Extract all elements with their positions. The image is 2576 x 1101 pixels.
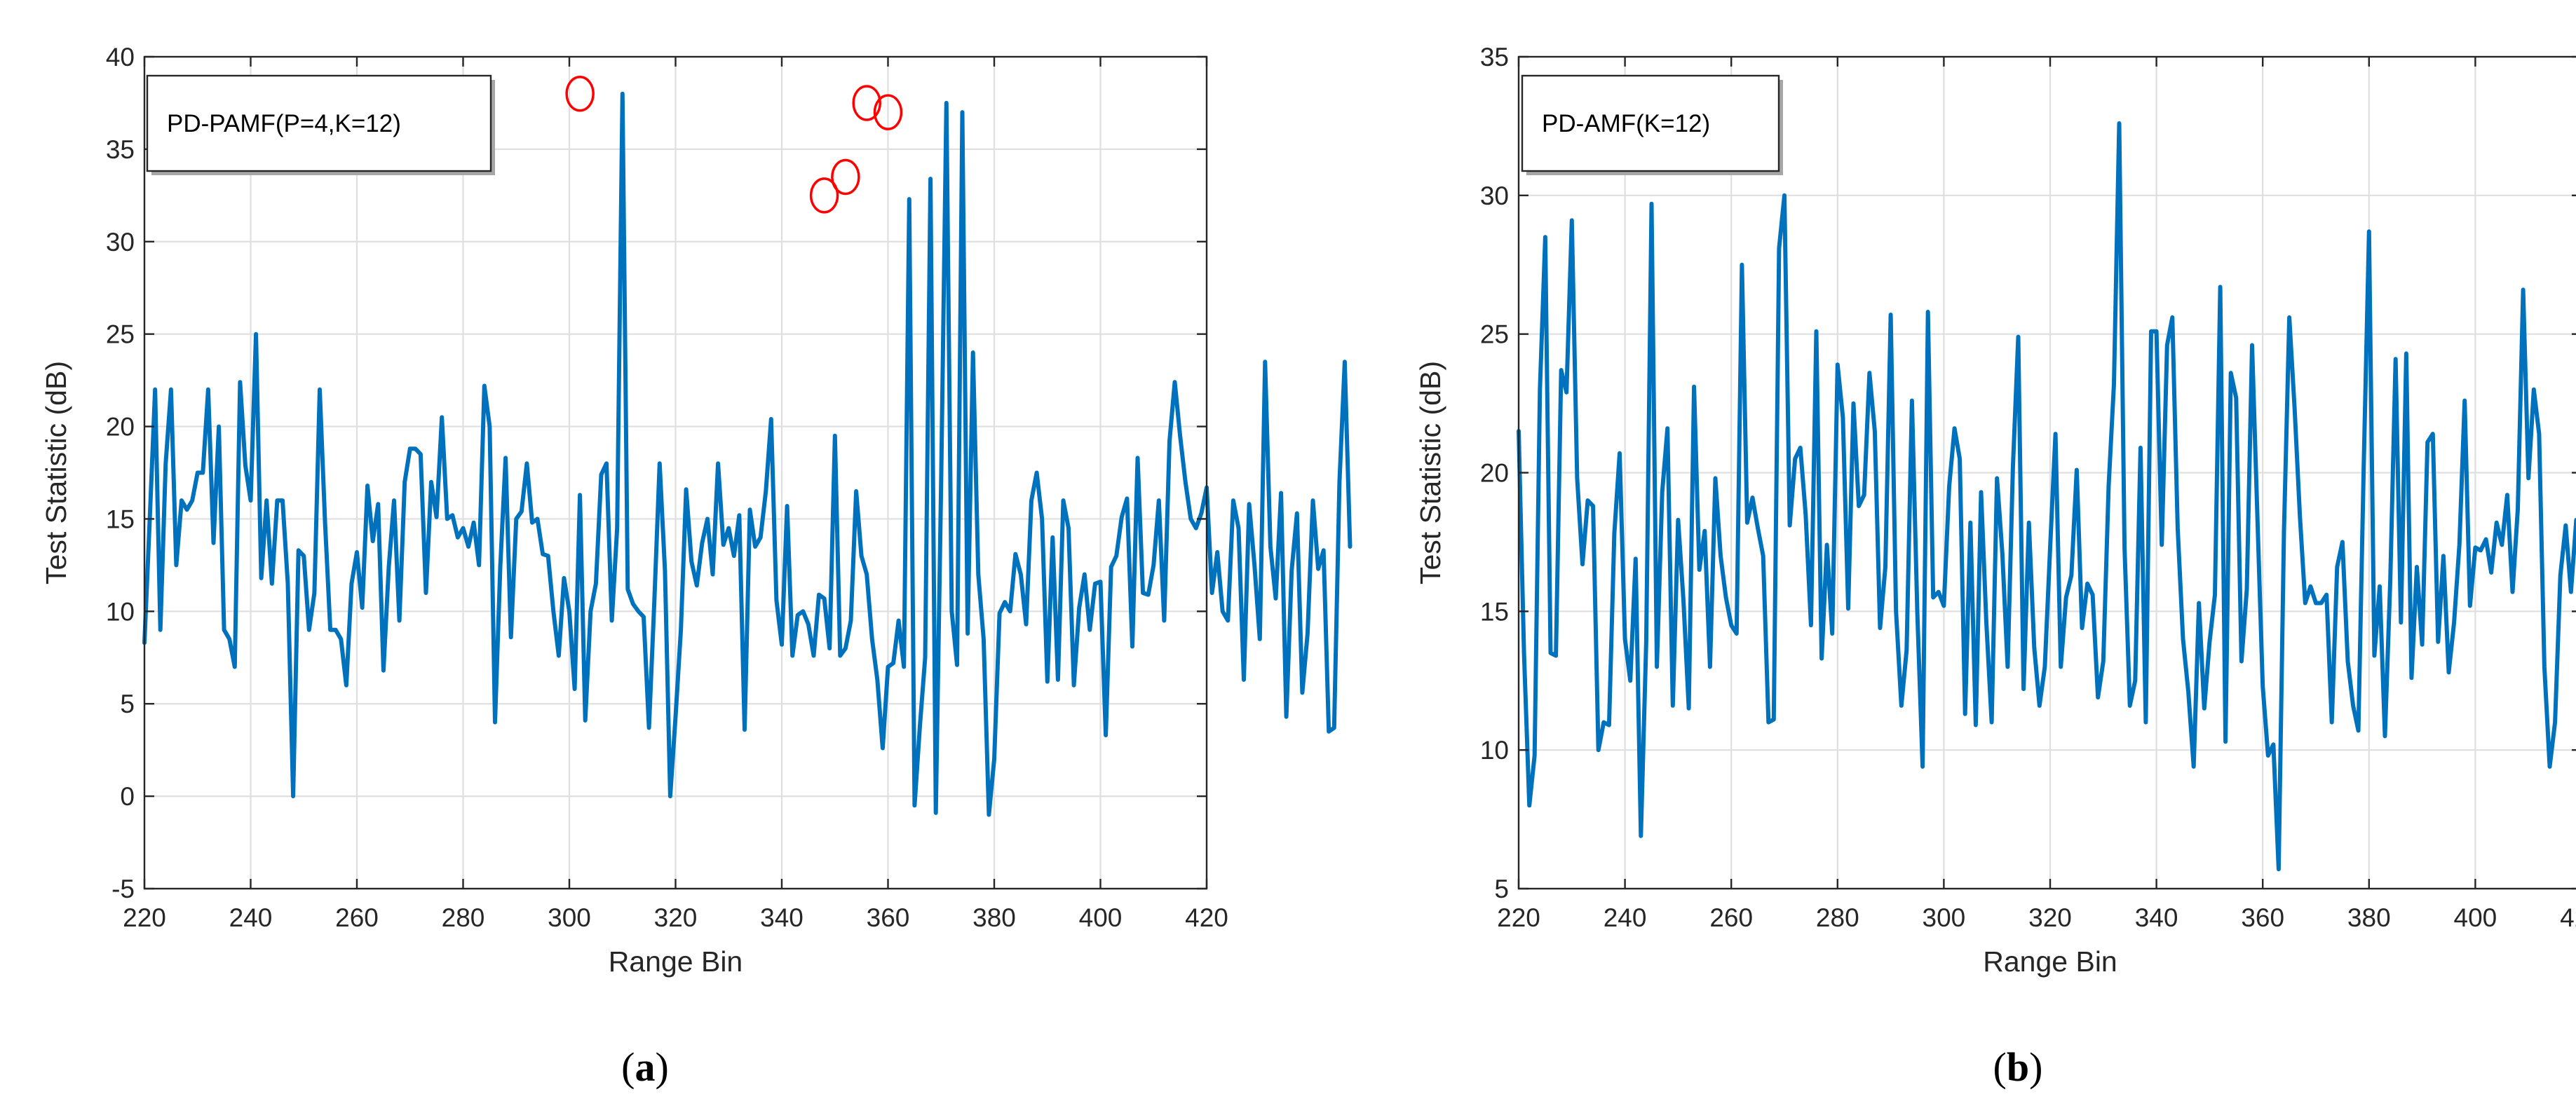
series-group-a: [142, 91, 1353, 817]
series-line-a-0: [142, 91, 1353, 817]
x-tick-label-a-320: 320: [654, 903, 698, 932]
y-tick-label-a-15: 15: [106, 505, 135, 533]
series-group-b: [1517, 121, 2576, 872]
ticks-a: [143, 55, 1208, 890]
x-axis-label-b: Range Bin: [1983, 945, 2117, 978]
x-tick-label-a-300: 300: [548, 903, 591, 932]
y-tick-label-b-5: 5: [1494, 875, 1509, 903]
peak-highlight-a-4: [873, 94, 903, 130]
tick-labels-b: 220 240 260 280 300 320 340 360 380 400 420 5 10 15 20…: [1480, 43, 2576, 932]
x-tick-label-a-340: 340: [760, 903, 804, 932]
y-tick-label-a--5: -5: [111, 875, 135, 903]
x-tick-label-b-360: 360: [2241, 903, 2284, 932]
y-axis-label-b: Test Statistic (dB): [1414, 361, 1446, 584]
y-tick-label-a-5: 5: [120, 690, 135, 718]
x-tick-label-a-220: 220: [123, 903, 166, 932]
x-tick-label-b-260: 260: [1709, 903, 1753, 932]
y-tick-label-b-30: 30: [1480, 182, 1509, 210]
legend-box-a: [146, 74, 492, 172]
tick-labels-a: 220 240 260 280 300 320 340 360 380 400 420 -5 0 5 10 1…: [106, 43, 1228, 932]
x-tick-label-b-300: 300: [1923, 903, 1966, 932]
highlight-group-a: [565, 76, 903, 214]
x-tick-label-b-220: 220: [1497, 903, 1540, 932]
caption-b: (b): [1993, 1044, 2043, 1090]
chart-panel-a: 220 240 260 280 300 320 340 360 380 400 420 -5 0 5 10 1…: [40, 43, 1353, 1090]
y-axis-label-a: Test Statistic (dB): [40, 361, 72, 584]
legend-box-b: [1521, 74, 1780, 172]
y-tick-label-a-10: 10: [106, 597, 135, 626]
x-tick-label-a-420: 420: [1185, 903, 1228, 932]
caption-letter-b: b: [2007, 1044, 2029, 1090]
x-tick-label-b-400: 400: [2454, 903, 2497, 932]
y-tick-label-a-40: 40: [106, 43, 135, 71]
x-tick-label-b-380: 380: [2347, 903, 2391, 932]
x-tick-label-a-260: 260: [335, 903, 379, 932]
y-tick-label-a-0: 0: [120, 782, 135, 811]
x-tick-label-a-380: 380: [972, 903, 1016, 932]
peak-highlight-a-1: [809, 177, 839, 214]
peak-highlight-a-2: [831, 158, 860, 196]
legend-label-b: PD-AMF(K=12): [1542, 110, 1710, 137]
y-tick-label-b-20: 20: [1480, 459, 1509, 488]
caption-letter-a: a: [635, 1044, 656, 1090]
legend-a: PD-PAMF(P=4,K=12): [146, 74, 495, 175]
y-tick-label-a-20: 20: [106, 413, 135, 442]
peak-highlight-a-0: [565, 76, 595, 112]
x-tick-label-b-280: 280: [1816, 903, 1859, 932]
y-tick-label-a-35: 35: [106, 135, 135, 164]
y-tick-label-a-25: 25: [106, 320, 135, 349]
x-tick-label-a-360: 360: [867, 903, 910, 932]
series-line-b-0: [1517, 121, 2576, 872]
x-tick-label-a-400: 400: [1079, 903, 1123, 932]
legend-label-a: PD-PAMF(P=4,K=12): [167, 110, 401, 137]
x-tick-label-a-240: 240: [229, 903, 273, 932]
y-tick-label-b-25: 25: [1480, 320, 1509, 349]
y-tick-label-a-30: 30: [106, 228, 135, 257]
ticks-b: [1517, 55, 2576, 890]
legend-b: PD-AMF(K=12): [1521, 74, 1783, 175]
x-axis-label-a: Range Bin: [609, 945, 743, 978]
x-tick-label-b-240: 240: [1604, 903, 1647, 932]
x-tick-label-b-340: 340: [2135, 903, 2178, 932]
caption-a: (a): [621, 1044, 669, 1090]
peak-highlight-a-3: [852, 85, 881, 121]
x-tick-label-a-280: 280: [442, 903, 485, 932]
chart-panel-b: 220 240 260 280 300 320 340 360 380 400 420 5 10 15 20…: [1414, 43, 2576, 1090]
y-tick-label-b-15: 15: [1480, 597, 1509, 626]
y-tick-label-b-35: 35: [1480, 43, 1509, 71]
x-tick-label-b-320: 320: [2028, 903, 2072, 932]
x-tick-label-b-420: 420: [2560, 903, 2576, 932]
y-tick-label-b-10: 10: [1480, 736, 1509, 765]
